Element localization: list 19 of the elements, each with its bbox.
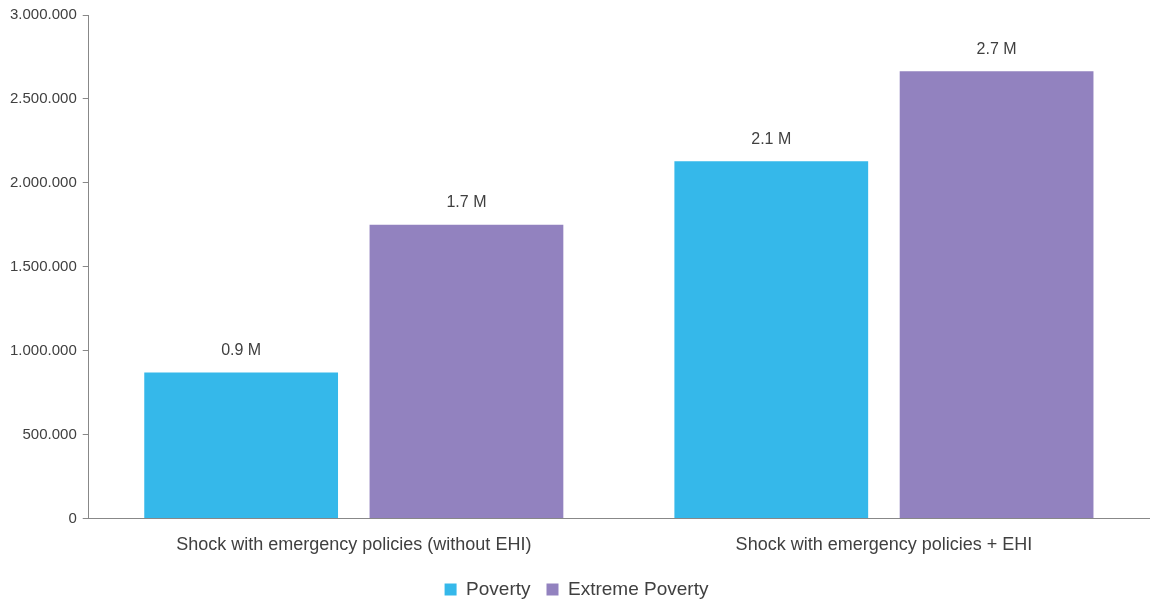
y-tick-label: 1.500.000 <box>10 256 77 274</box>
y-tick-label: 0 <box>68 508 77 526</box>
y-tick-label: 1.000.000 <box>10 340 77 358</box>
data-label: 1.7 M <box>446 193 487 211</box>
bar <box>674 161 869 518</box>
data-label: 0.9 M <box>221 340 262 358</box>
y-tick-label: 2.500.000 <box>10 89 77 107</box>
data-label: 2.1 M <box>751 129 792 147</box>
x-tick-label: Shock with emergency policies (without EHI) <box>176 534 532 555</box>
bar <box>899 71 1094 518</box>
legend-label: Extreme Poverty <box>567 577 709 599</box>
bar <box>144 372 339 518</box>
x-tick-label: Shock with emergency policies + EHI <box>735 534 1033 555</box>
data-label: 2.7 M <box>976 39 1017 57</box>
y-tick-label: 2.000.000 <box>10 172 77 190</box>
bar <box>369 224 564 518</box>
legend-label: Poverty <box>466 577 531 599</box>
y-tick-label: 500.000 <box>22 424 77 442</box>
y-tick-label: 3.000.000 <box>10 5 77 23</box>
